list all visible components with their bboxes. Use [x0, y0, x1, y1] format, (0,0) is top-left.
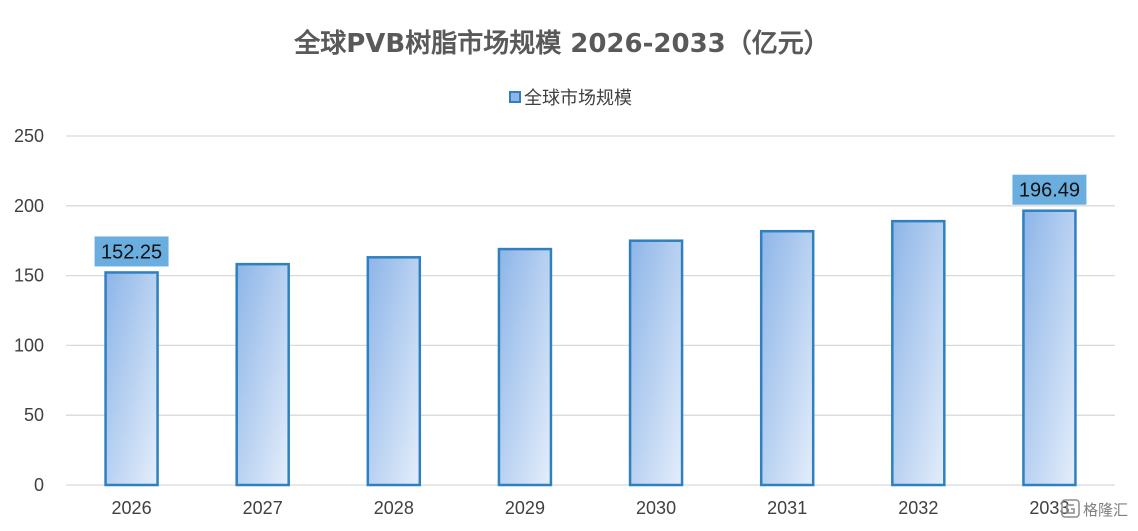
y-tick-label: 100 — [14, 335, 44, 355]
data-label-text: 196.49 — [1019, 180, 1080, 202]
bar-2033 — [1022, 209, 1077, 487]
bar-2032 — [891, 219, 946, 487]
brand-logo-icon — [1061, 499, 1080, 518]
x-tick-label: 2033 — [1029, 498, 1069, 518]
x-tick-label: 2029 — [505, 498, 545, 518]
chart-title: 全球PVB树脂市场规模 2026-2033（亿元） — [293, 28, 830, 59]
x-tick-label: 2030 — [636, 498, 676, 518]
data-label-box — [1012, 174, 1087, 205]
bar-2026 — [104, 271, 159, 487]
x-tick-label: 2026 — [112, 498, 152, 518]
bar-2028 — [366, 256, 422, 487]
legend-swatch — [509, 91, 521, 103]
data-label-text: 152.25 — [101, 241, 162, 263]
y-tick-label: 250 — [14, 126, 44, 146]
bar-2031 — [759, 229, 815, 487]
y-tick-label: 200 — [14, 196, 44, 216]
watermark: 格隆汇 — [1061, 499, 1128, 519]
x-axis: 2026 2027 2028 2029 2030 2031 2032 2033 — [112, 498, 1070, 518]
data-labels: 152.25 196.49 — [94, 174, 1087, 267]
watermark-text: 格隆汇 — [1083, 501, 1128, 519]
data-label-2033: 196.49 — [1012, 174, 1087, 205]
gridlines — [66, 135, 1115, 486]
y-tick-label: 50 — [24, 405, 44, 425]
legend: 全球市场规模 — [509, 88, 632, 109]
x-tick-label: 2031 — [767, 498, 807, 518]
bar-2030 — [628, 239, 684, 487]
x-tick-label: 2028 — [374, 498, 414, 518]
bar-2029 — [497, 247, 553, 487]
data-label-box — [94, 236, 169, 267]
y-axis: 0 50 100 150 200 250 — [14, 126, 44, 495]
bar-2027 — [235, 262, 290, 487]
x-tick-label: 2032 — [898, 498, 938, 518]
legend-label: 全球市场规模 — [524, 88, 632, 109]
data-label-2026: 152.25 — [94, 236, 169, 267]
bars — [104, 209, 1077, 487]
y-tick-label: 150 — [14, 266, 44, 286]
y-tick-label: 0 — [34, 475, 44, 495]
x-tick-label: 2027 — [243, 498, 283, 518]
